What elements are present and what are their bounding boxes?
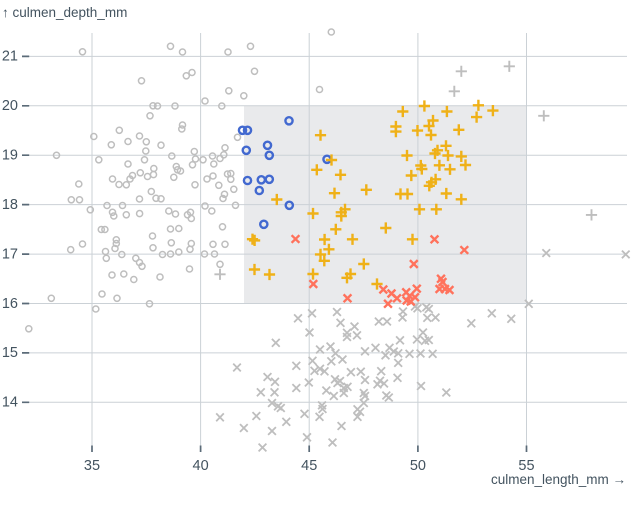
svg-text:50: 50 xyxy=(410,458,426,474)
svg-text:culmen_length_mm →: culmen_length_mm → xyxy=(491,472,626,487)
svg-text:14: 14 xyxy=(2,395,18,411)
svg-text:19: 19 xyxy=(2,148,18,164)
svg-text:16: 16 xyxy=(2,296,18,312)
svg-text:40: 40 xyxy=(193,458,209,474)
svg-text:↑ culmen_depth_mm: ↑ culmen_depth_mm xyxy=(2,5,127,20)
svg-text:17: 17 xyxy=(2,246,18,262)
svg-text:21: 21 xyxy=(2,49,18,65)
svg-text:18: 18 xyxy=(2,197,18,213)
svg-text:15: 15 xyxy=(2,345,18,361)
svg-text:45: 45 xyxy=(301,458,317,474)
svg-text:20: 20 xyxy=(2,98,18,114)
svg-text:35: 35 xyxy=(84,458,100,474)
svg-text:55: 55 xyxy=(518,458,534,474)
